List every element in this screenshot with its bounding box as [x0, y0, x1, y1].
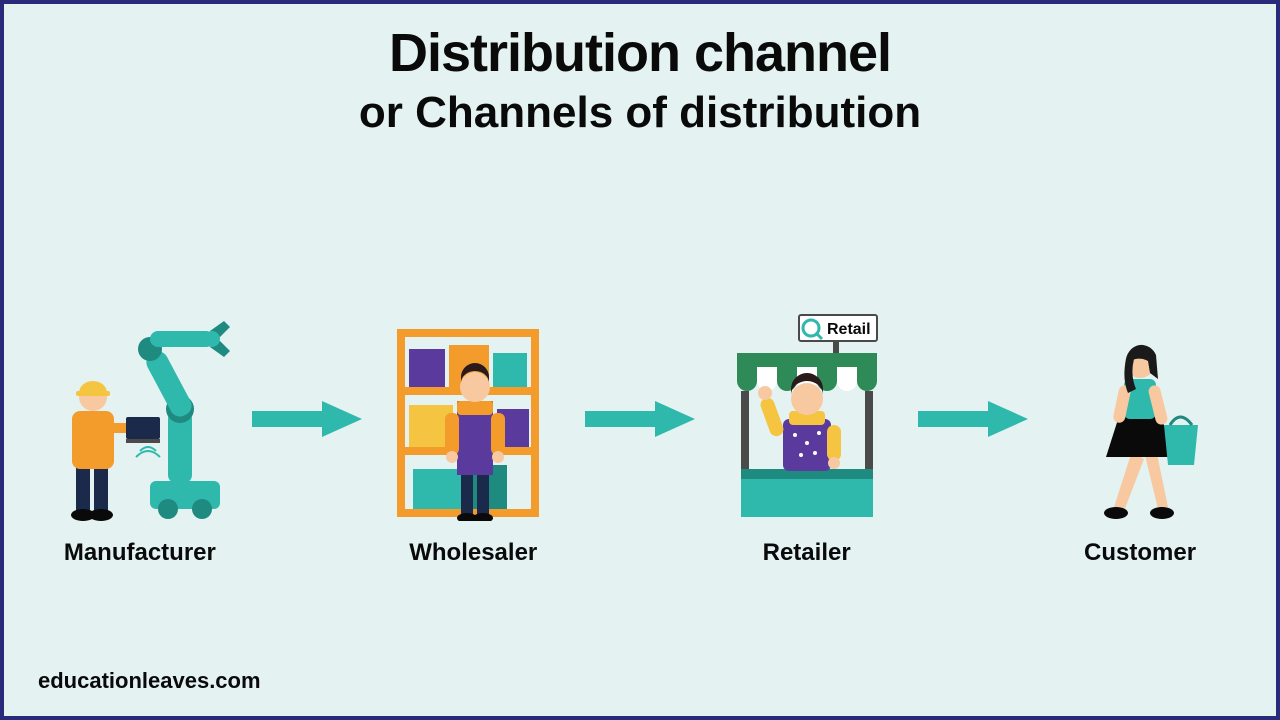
stage-customer: Customer [1040, 301, 1240, 567]
arrow-3 [918, 399, 1028, 439]
customer-illustration [1040, 301, 1240, 521]
manufacturer-illustration [40, 301, 240, 521]
retail-sign-text: Retail [827, 321, 871, 338]
stage-manufacturer: Manufacturer [40, 301, 240, 567]
title-main: Distribution channel [4, 22, 1276, 84]
title-subtitle: or Channels of distribution [4, 88, 1276, 138]
title-block: Distribution channel or Channels of dist… [4, 4, 1276, 138]
arrow-2 [585, 399, 695, 439]
retailer-illustration: Retail [707, 301, 907, 521]
stage-label-manufacturer: Manufacturer [64, 539, 216, 567]
wholesaler-illustration [373, 301, 573, 521]
stage-label-customer: Customer [1084, 539, 1196, 567]
stage-wholesaler: Wholesaler [373, 301, 573, 567]
stage-label-wholesaler: Wholesaler [409, 539, 537, 567]
attribution-text: educationleaves.com [38, 668, 261, 694]
stage-retailer: Retail [707, 301, 907, 567]
flow-row: Manufacturer [4, 264, 1276, 604]
stage-label-retailer: Retailer [763, 539, 851, 567]
diagram-frame: Distribution channel or Channels of dist… [0, 0, 1280, 720]
arrow-1 [252, 399, 362, 439]
